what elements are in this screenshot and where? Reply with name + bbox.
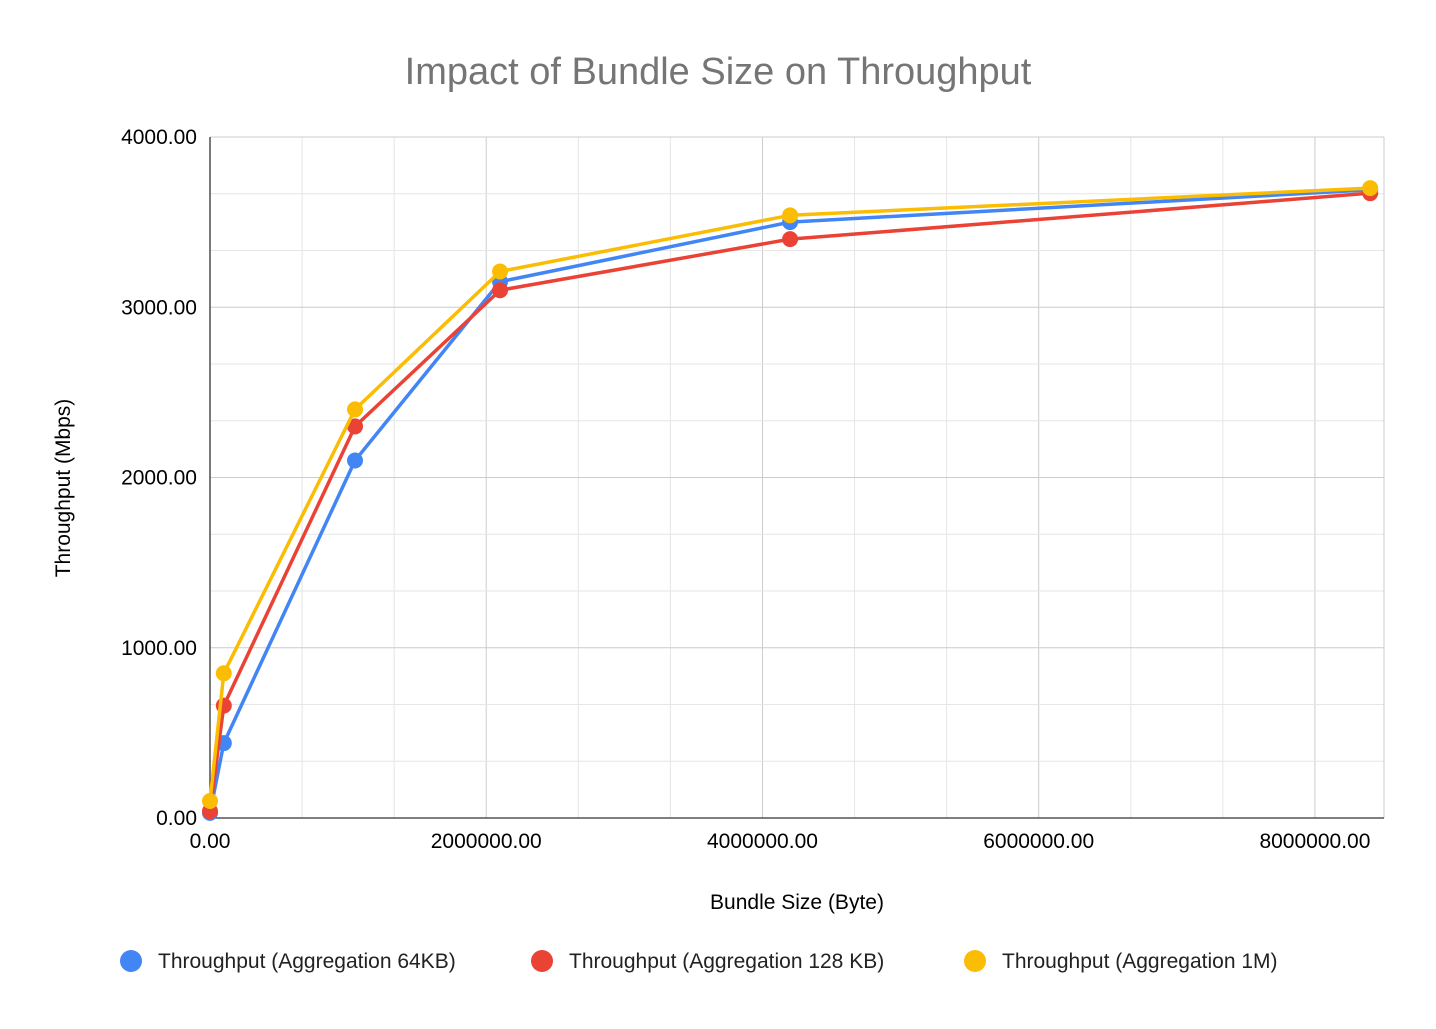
data-point[interactable] <box>782 231 799 248</box>
y-tick-label: 0.00 <box>156 807 197 830</box>
legend-label: Throughput (Aggregation 128 KB) <box>569 950 884 973</box>
x-axis-title: Bundle Size (Byte) <box>710 891 884 914</box>
y-tick-label: 4000.00 <box>121 126 197 149</box>
y-tick-label: 2000.00 <box>121 467 197 490</box>
data-point[interactable] <box>492 282 509 299</box>
series-line <box>208 186 1372 803</box>
data-point[interactable] <box>347 401 364 418</box>
data-series <box>202 180 1379 821</box>
y-axis-title: Throughput (Mbps) <box>52 399 75 578</box>
series-1 <box>202 181 1379 821</box>
data-point[interactable] <box>215 665 232 682</box>
legend-marker <box>531 950 553 972</box>
y-tick-label: 1000.00 <box>121 637 197 660</box>
legend-item[interactable]: Throughput (Aggregation 1M) <box>964 950 1278 973</box>
x-axis-tick-labels: 0.00 2000000.00 4000000.00 6000000.00 800000… <box>190 830 1371 853</box>
data-point[interactable] <box>347 452 364 469</box>
grid-lines <box>210 136 1385 818</box>
series-line <box>208 188 1372 815</box>
chart-title: Impact of Bundle Size on Throughput <box>405 51 1032 93</box>
legend[interactable]: Throughput (Aggregation 64KB) Throughput … <box>120 950 1278 973</box>
series-line <box>208 191 1372 813</box>
x-tick-label: 0.00 <box>190 830 231 853</box>
data-point[interactable] <box>782 207 799 224</box>
legend-marker <box>120 950 142 972</box>
y-axis-tick-labels: 0.00 1000.00 2000.00 3000.00 4000.00 <box>121 126 197 830</box>
legend-item[interactable]: Throughput (Aggregation 128 KB) <box>531 950 884 973</box>
series-3 <box>202 180 1379 809</box>
data-point[interactable] <box>347 418 364 435</box>
x-tick-label: 8000000.00 <box>1259 830 1370 853</box>
x-tick-label: 4000000.00 <box>707 830 818 853</box>
x-tick-label: 2000000.00 <box>431 830 542 853</box>
legend-item[interactable]: Throughput (Aggregation 64KB) <box>120 950 456 973</box>
data-point[interactable] <box>492 263 509 280</box>
legend-marker <box>964 950 986 972</box>
y-tick-label: 3000.00 <box>121 296 197 319</box>
legend-label: Throughput (Aggregation 1M) <box>1002 950 1278 973</box>
legend-label: Throughput (Aggregation 64KB) <box>158 950 456 973</box>
x-tick-label: 6000000.00 <box>983 830 1094 853</box>
data-point[interactable] <box>202 792 218 809</box>
data-point[interactable] <box>1362 180 1379 197</box>
series-2 <box>202 185 1379 820</box>
axes <box>209 137 1384 819</box>
